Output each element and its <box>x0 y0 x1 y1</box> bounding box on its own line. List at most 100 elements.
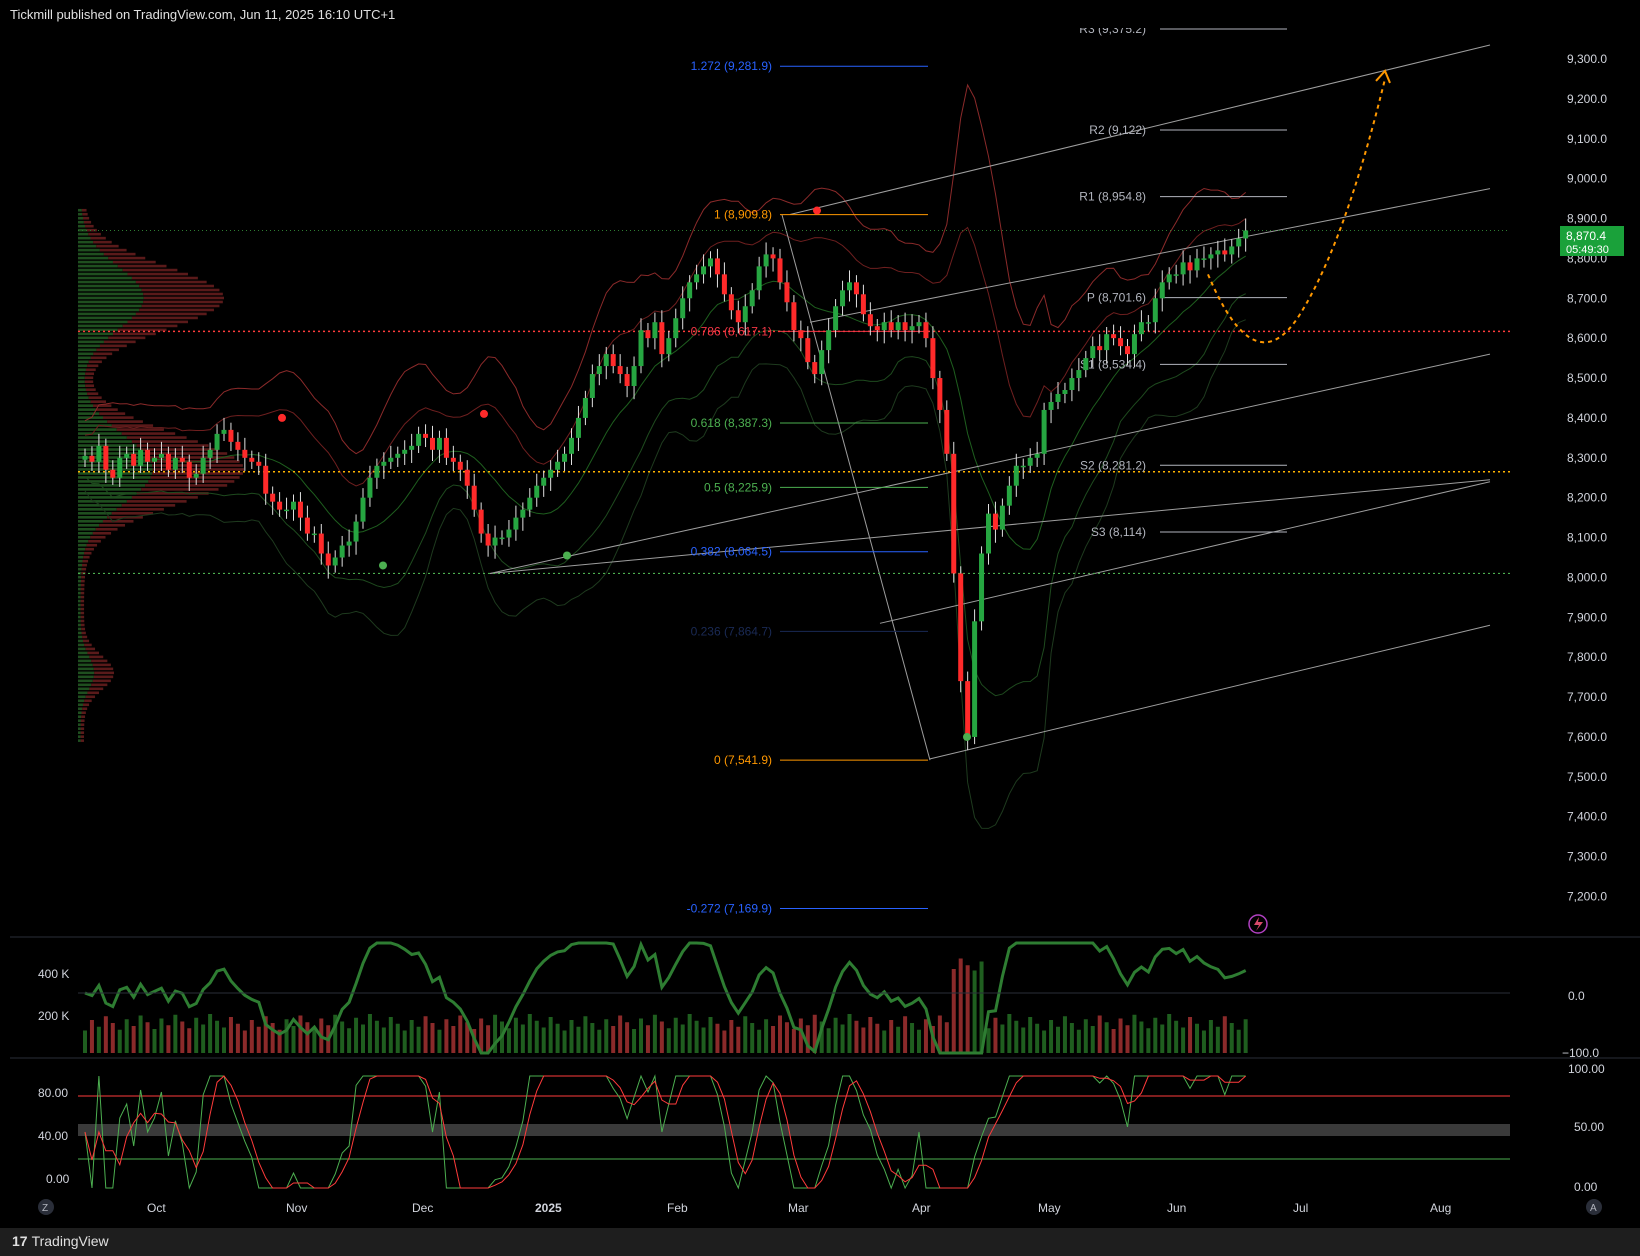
candle-down <box>430 437 435 450</box>
profile-bar-up <box>78 236 91 240</box>
profile-bar-down <box>85 372 95 376</box>
volume-bar <box>458 1015 463 1053</box>
time-axis[interactable]: Oct Nov Dec 2025 Feb Mar Apr May Jun Jul Aug <box>147 1201 1451 1215</box>
profile-bar-down <box>145 452 228 455</box>
candle-up <box>527 497 533 510</box>
profile-bar-down <box>141 288 220 292</box>
fib-level-label: 0.236 (7,864.7) <box>691 624 772 638</box>
price-tick: 7,300.0 <box>1567 850 1607 864</box>
candle-down <box>728 294 734 311</box>
volume-bar <box>847 1014 852 1053</box>
profile-bar-down <box>80 735 85 738</box>
projection-arrow[interactable] <box>1207 69 1391 344</box>
pivot-label: S3 (8,114) <box>1091 525 1146 539</box>
candle-up <box>367 477 373 498</box>
volume-bar <box>451 1026 456 1053</box>
profile-bar-up <box>78 380 85 384</box>
tradingview-logo-icon[interactable]: 17 <box>12 1233 28 1249</box>
time-tick: Dec <box>412 1201 433 1215</box>
profile-bar-down <box>85 647 96 651</box>
profile-bar-up <box>78 739 81 742</box>
volume-bar <box>840 1024 845 1053</box>
candle-up <box>409 445 415 450</box>
volume-bar <box>333 1014 338 1053</box>
profile-bar-up <box>78 300 144 304</box>
candle-down <box>624 374 630 387</box>
profile-bar-down <box>116 428 164 431</box>
brand-name[interactable]: TradingView <box>31 1233 109 1249</box>
candle-down <box>902 322 908 331</box>
oscillator-line <box>84 940 1247 1055</box>
profile-bar-up <box>78 488 142 491</box>
profile-bar-up <box>78 647 86 651</box>
profile-bar-down <box>85 368 96 372</box>
volume-bar <box>993 1017 998 1053</box>
profile-bar-up <box>78 599 81 603</box>
auto-scale-button[interactable]: A <box>1586 1199 1602 1215</box>
profile-bar-up <box>78 639 83 643</box>
candle-up <box>548 469 554 478</box>
stoch-tick-0: 0.00 <box>46 1172 70 1186</box>
fibonacci-retracement[interactable]: 1.272 (9,281.9) 1 (8,909.8) 0.786 (8,617.1… <box>687 59 928 915</box>
candle-up <box>631 366 637 387</box>
candle-down <box>812 362 818 375</box>
fib-level-label: 0 (7,541.9) <box>714 753 772 767</box>
profile-bar-down <box>80 731 85 734</box>
volume-bar <box>708 1017 713 1053</box>
candle-up <box>979 553 985 622</box>
stoch-tick-40: 40.00 <box>38 1129 68 1143</box>
price-tick: 8,500.0 <box>1567 371 1607 385</box>
profile-bar-down <box>85 384 95 388</box>
volume-bar <box>673 1017 678 1053</box>
price-axis[interactable]: 9,300.09,200.09,100.09,000.08,900.08,800… <box>1567 52 1607 903</box>
profile-bar-down <box>91 659 108 663</box>
profile-bar-down <box>152 468 245 471</box>
volume-bar <box>812 1014 817 1053</box>
volume-bar <box>527 1014 532 1053</box>
profile-bar-up <box>78 727 81 730</box>
profile-bar-down <box>80 615 85 619</box>
time-tick: May <box>1038 1201 1061 1215</box>
volume-bar <box>222 1027 226 1053</box>
lightning-icon[interactable] <box>1248 914 1268 934</box>
candle-up <box>680 298 686 319</box>
candle-up <box>388 457 394 462</box>
profile-bar-up <box>78 611 81 615</box>
tradingview-chart[interactable]: 1.272 (9,281.9) 1 (8,909.8) 0.786 (8,617.1… <box>10 28 1640 1228</box>
volume-bar <box>889 1020 894 1053</box>
stoch-right-0: 0.00 <box>1574 1180 1598 1194</box>
profile-bar-down <box>82 559 89 563</box>
volume-bar <box>618 1015 623 1053</box>
candle-up <box>1215 250 1221 255</box>
profile-bar-up <box>78 372 86 376</box>
candle-down <box>263 465 269 494</box>
fib-level-label: 1.272 (9,281.9) <box>691 59 772 73</box>
volume-bar <box>569 1020 574 1053</box>
volume-bar <box>604 1019 609 1053</box>
profile-bar-down <box>84 380 94 384</box>
volume-bar <box>645 1025 650 1053</box>
profile-bar-up <box>78 551 85 555</box>
signal-dot <box>563 551 571 560</box>
profile-bar-down <box>80 723 85 726</box>
profile-bar-up <box>78 224 86 228</box>
profile-bar-up <box>78 428 117 431</box>
zoom-button[interactable]: Z <box>38 1199 54 1215</box>
profile-bar-down <box>87 364 99 368</box>
profile-bar-down <box>80 623 85 627</box>
profile-bar-up <box>78 264 118 268</box>
candle-up <box>541 477 547 486</box>
candle-up <box>999 505 1005 530</box>
profile-bar-up <box>78 619 81 623</box>
stoch-d-line <box>84 1075 1247 1189</box>
profile-bar-up <box>78 448 142 451</box>
profile-bar-up <box>78 324 123 328</box>
stoch-tick-80: 80.00 <box>38 1086 68 1100</box>
candle-up <box>416 433 422 446</box>
volume-bar <box>1021 1027 1026 1053</box>
profile-bar-down <box>89 687 104 691</box>
profile-bar-down <box>135 312 207 316</box>
osc-tick-minus100: −100.0 <box>1562 1046 1599 1060</box>
volume-bar <box>235 1023 240 1053</box>
candle-up <box>395 453 401 458</box>
